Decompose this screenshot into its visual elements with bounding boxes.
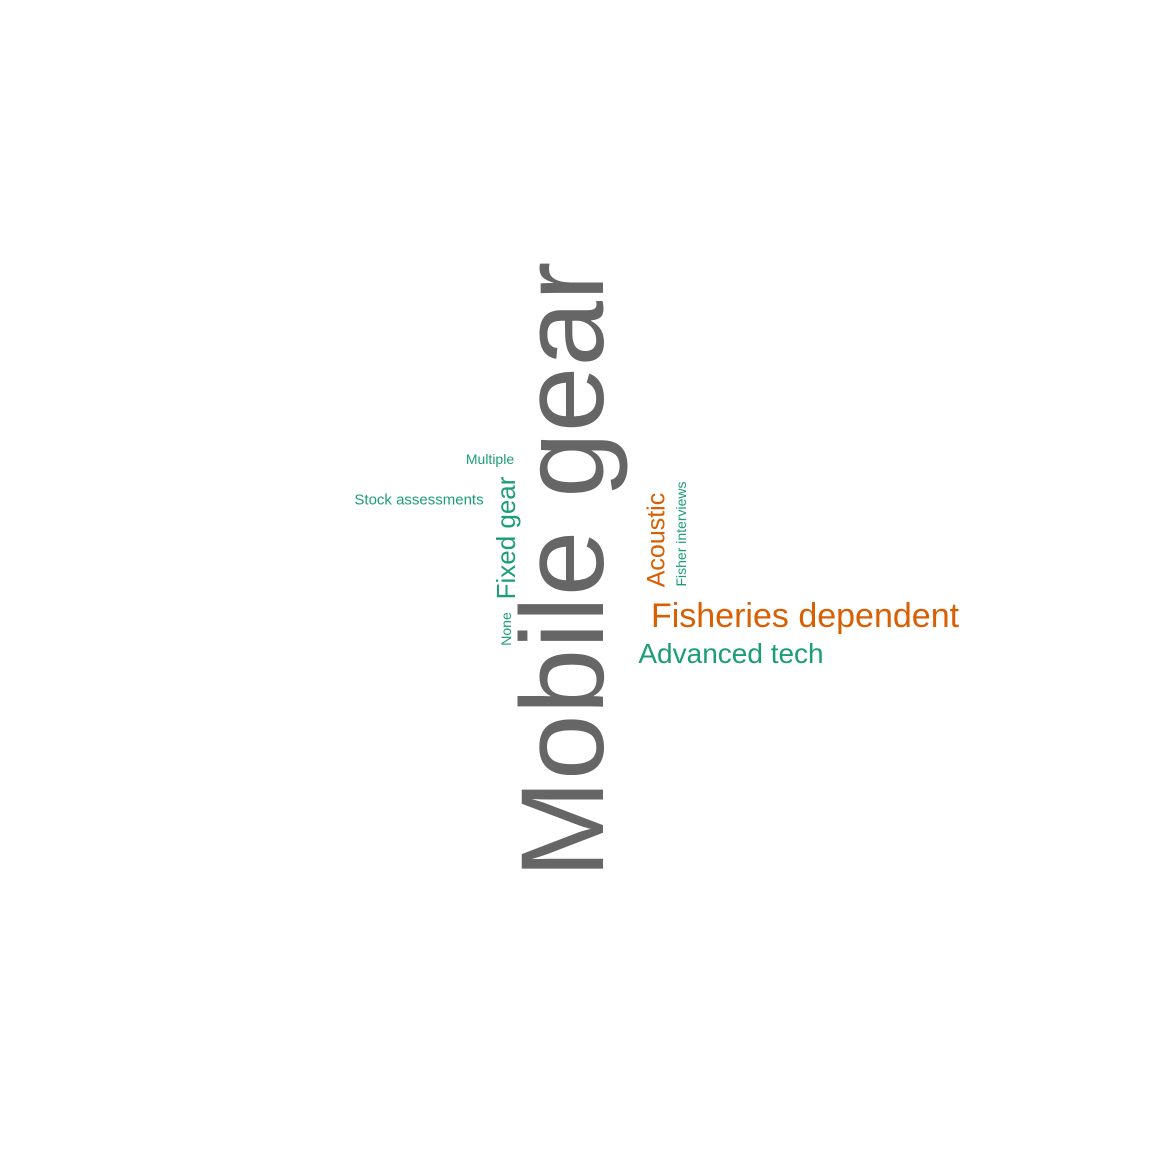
word-fisheries-dependent: Fisheries dependent bbox=[650, 597, 960, 635]
word-multiple: Multiple bbox=[465, 451, 515, 467]
word-none: None bbox=[498, 612, 514, 646]
word-fixed-gear: Fixed gear bbox=[491, 476, 521, 600]
word-advanced-tech: Advanced tech bbox=[638, 638, 824, 669]
word-stock-assessments: Stock assessments bbox=[354, 491, 484, 509]
word-fisher-interviews: Fisher interviews bbox=[673, 481, 689, 587]
word-mobile-gear: Mobile gear bbox=[497, 261, 629, 879]
word-acoustic: Acoustic bbox=[642, 492, 671, 588]
